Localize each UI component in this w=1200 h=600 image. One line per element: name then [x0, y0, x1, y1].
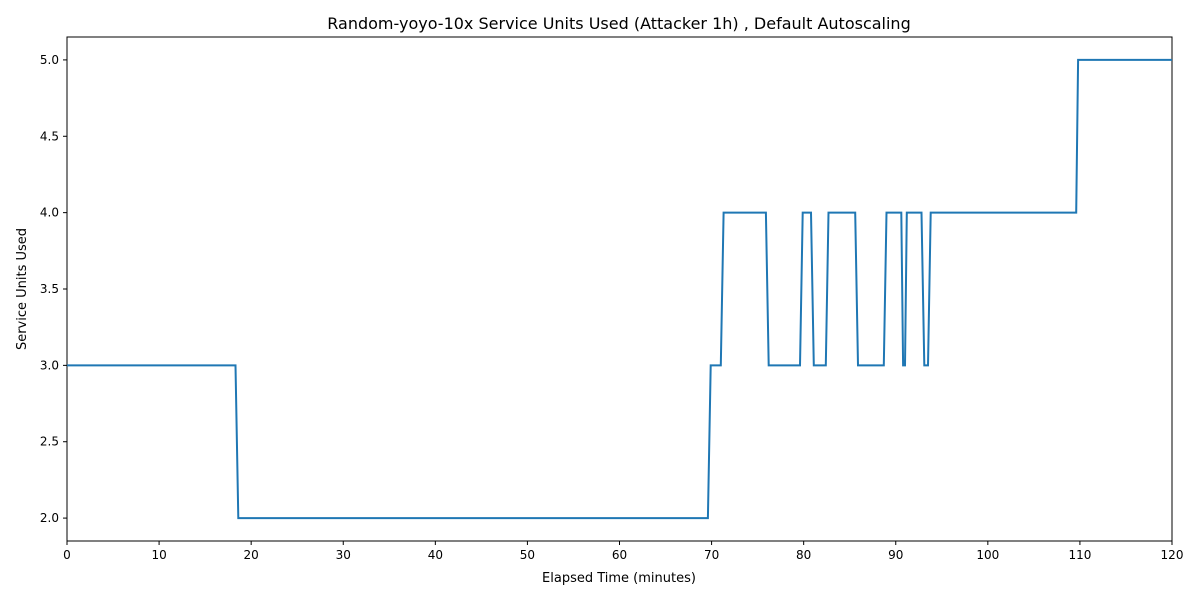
x-tick-label: 20	[244, 548, 259, 562]
y-tick-label: 2.5	[40, 435, 59, 449]
y-axis-label: Service Units Used	[15, 228, 30, 350]
y-tick-label: 2.0	[40, 511, 59, 525]
x-tick-label: 90	[888, 548, 903, 562]
x-tick-label: 40	[428, 548, 443, 562]
x-tick-label: 30	[336, 548, 351, 562]
x-tick-label: 50	[520, 548, 535, 562]
series-line-0	[67, 58, 1172, 520]
x-axis: 0 10 20 30 40 50 60 70 80 90 100 110 120	[63, 541, 1183, 562]
x-tick-label: 0	[63, 548, 71, 562]
x-tick-label: 110	[1068, 548, 1091, 562]
x-tick-label: 100	[976, 548, 999, 562]
y-tick-label: 4.5	[40, 129, 59, 143]
x-tick-label: 80	[796, 548, 811, 562]
x-tick-label: 120	[1161, 548, 1184, 562]
y-tick-label: 3.5	[40, 282, 59, 296]
plot-frame	[66, 36, 1173, 542]
y-axis: 2.0 2.5 3.0 3.5 4.0 4.5 5.0	[40, 53, 67, 525]
y-tick-label: 4.0	[40, 206, 59, 220]
x-axis-label: Elapsed Time (minutes)	[542, 571, 696, 586]
series-layer	[67, 58, 1172, 520]
x-tick-label: 70	[704, 548, 719, 562]
y-tick-label: 5.0	[40, 53, 59, 67]
x-tick-label: 60	[612, 548, 627, 562]
y-tick-label: 3.0	[40, 358, 59, 372]
chart-title: Random-yoyo-10x Service Units Used (Atta…	[327, 14, 910, 33]
x-tick-label: 10	[151, 548, 166, 562]
